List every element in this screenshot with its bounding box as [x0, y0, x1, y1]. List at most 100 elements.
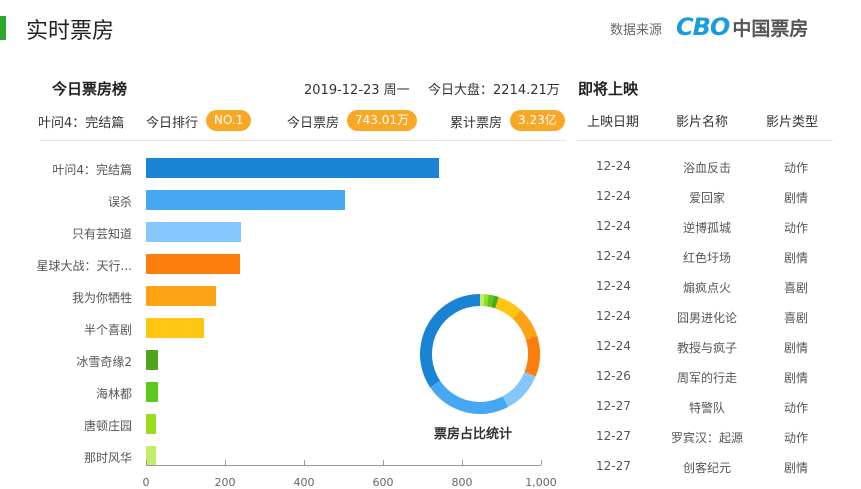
axis-tick-label: 400: [293, 476, 315, 489]
upcoming-date: 12-24: [596, 189, 631, 203]
upcoming-date: 12-24: [596, 339, 631, 353]
axis-tick-label: 0: [142, 476, 150, 489]
axis-tick: [541, 460, 542, 465]
upcoming-date: 12-24: [596, 309, 631, 323]
axis-tick-label: 600: [372, 476, 394, 489]
axis-tick: [225, 460, 226, 465]
upcoming-name[interactable]: 煽疯点火: [682, 281, 731, 295]
logo-text: CBO: [676, 13, 730, 41]
donut-slice[interactable]: [483, 294, 489, 307]
bar[interactable]: [146, 446, 156, 466]
bar-label: 唐顿庄园: [83, 419, 132, 433]
upcoming-name[interactable]: 周军的行走: [676, 371, 737, 385]
upcoming-name[interactable]: 爱回家: [688, 191, 725, 205]
today-box-office-label: 今日票房: [287, 116, 340, 131]
total-box-office-label: 累计票房: [450, 116, 503, 131]
donut-slice[interactable]: [480, 294, 485, 307]
donut-slice[interactable]: [495, 297, 521, 319]
upcoming-name[interactable]: 创客纪元: [682, 461, 731, 475]
upcoming-genre: 喜剧: [783, 311, 808, 325]
upcoming-date: 12-27: [596, 459, 631, 473]
column-header-name: 影片名称: [676, 115, 729, 130]
upcoming-genre: 剧情: [783, 461, 808, 475]
donut-slice[interactable]: [512, 310, 538, 340]
upcoming-genre: 动作: [783, 161, 808, 175]
upcoming-genre: 动作: [783, 401, 808, 415]
bar-label: 叶问4：完结篇: [52, 163, 132, 177]
upcoming-title: 即将上映: [578, 80, 639, 98]
upcoming-genre: 剧情: [783, 191, 808, 205]
upcoming-genre: 喜剧: [783, 281, 808, 295]
axis-tick: [462, 460, 463, 465]
donut-slice[interactable]: [491, 295, 499, 309]
upcoming-genre: 剧情: [783, 371, 808, 385]
box-office-donut-chart: [420, 294, 540, 414]
donut-slice[interactable]: [486, 294, 494, 308]
upcoming-date: 12-24: [596, 279, 631, 293]
upcoming-name[interactable]: 红色圩场: [682, 251, 731, 265]
upcoming-genre: 动作: [783, 431, 808, 445]
cbo-logo[interactable]: CBO 中国票房: [676, 13, 809, 41]
upcoming-genre: 动作: [783, 221, 808, 235]
upcoming-name[interactable]: 特警队: [688, 401, 725, 415]
bar-label: 冰雪奇缘2: [76, 355, 132, 369]
bar[interactable]: [146, 382, 158, 402]
axis-tick: [383, 460, 384, 465]
ranking-date: 2019-12-23 周一: [304, 83, 410, 98]
total-box-office-badge: 3.23亿: [510, 110, 565, 131]
column-header-genre: 影片类型: [766, 115, 819, 130]
donut-slice[interactable]: [420, 294, 480, 388]
rank-label: 今日排行: [146, 116, 199, 131]
today-box-office-badge: 743.01万: [347, 110, 417, 131]
title-accent-bar: [0, 16, 6, 40]
upcoming-name[interactable]: 教授与疯子: [676, 341, 737, 355]
axis-tick-label: 800: [451, 476, 473, 489]
upcoming-divider: [577, 140, 833, 141]
axis-tick: [304, 460, 305, 465]
logo-cn-text: 中国票房: [732, 17, 809, 40]
upcoming-date: 12-27: [596, 399, 631, 413]
bar[interactable]: [146, 222, 241, 242]
upcoming-genre: 剧情: [783, 341, 808, 355]
bar-label: 只有芸知道: [71, 227, 132, 241]
bar[interactable]: [146, 158, 439, 178]
bar-label: 那时风华: [83, 451, 132, 465]
bar-label: 海林都: [95, 387, 132, 401]
rank-badge: NO.1: [206, 110, 252, 131]
bar-label: 半个喜剧: [83, 323, 132, 337]
axis-tick: [146, 460, 147, 465]
x-axis: [146, 465, 541, 466]
upcoming-date: 12-26: [596, 369, 631, 383]
bar-label: 我为你牺牲: [71, 291, 132, 305]
upcoming-name[interactable]: 逆博孤城: [682, 221, 731, 235]
upcoming-date: 12-24: [596, 159, 631, 173]
bar-label: 星球大战：天行...: [36, 259, 132, 273]
upcoming-genre: 剧情: [783, 251, 808, 265]
bar[interactable]: [146, 254, 240, 274]
column-header-date: 上映日期: [587, 115, 640, 130]
upcoming-name[interactable]: 罗宾汉：起源: [670, 431, 743, 445]
upcoming-date: 12-27: [596, 429, 631, 443]
upcoming-name[interactable]: 囧男进化论: [676, 311, 737, 325]
axis-tick-label: 1,000: [525, 476, 557, 489]
bar-label: 误杀: [107, 195, 132, 209]
ranking-title: 今日票房榜: [52, 80, 128, 98]
donut-slice[interactable]: [430, 380, 509, 414]
upcoming-date: 12-24: [596, 249, 631, 263]
upcoming-date: 12-24: [596, 219, 631, 233]
donut-slice[interactable]: [524, 335, 540, 377]
axis-tick-label: 200: [214, 476, 236, 489]
page-title: 实时票房: [26, 19, 115, 44]
bar[interactable]: [146, 350, 158, 370]
market-total: 今日大盘：2214.21万: [428, 83, 560, 98]
data-source-label: 数据来源: [610, 23, 663, 38]
donut-slice[interactable]: [502, 372, 536, 408]
divider: [40, 140, 566, 141]
bar[interactable]: [146, 286, 216, 306]
top-movie-name: 叶问4：完结篇: [38, 116, 125, 131]
bar[interactable]: [146, 190, 345, 210]
bar[interactable]: [146, 318, 204, 338]
donut-title: 票房占比统计: [434, 427, 513, 442]
upcoming-name[interactable]: 浴血反击: [682, 161, 731, 175]
bar[interactable]: [146, 414, 156, 434]
